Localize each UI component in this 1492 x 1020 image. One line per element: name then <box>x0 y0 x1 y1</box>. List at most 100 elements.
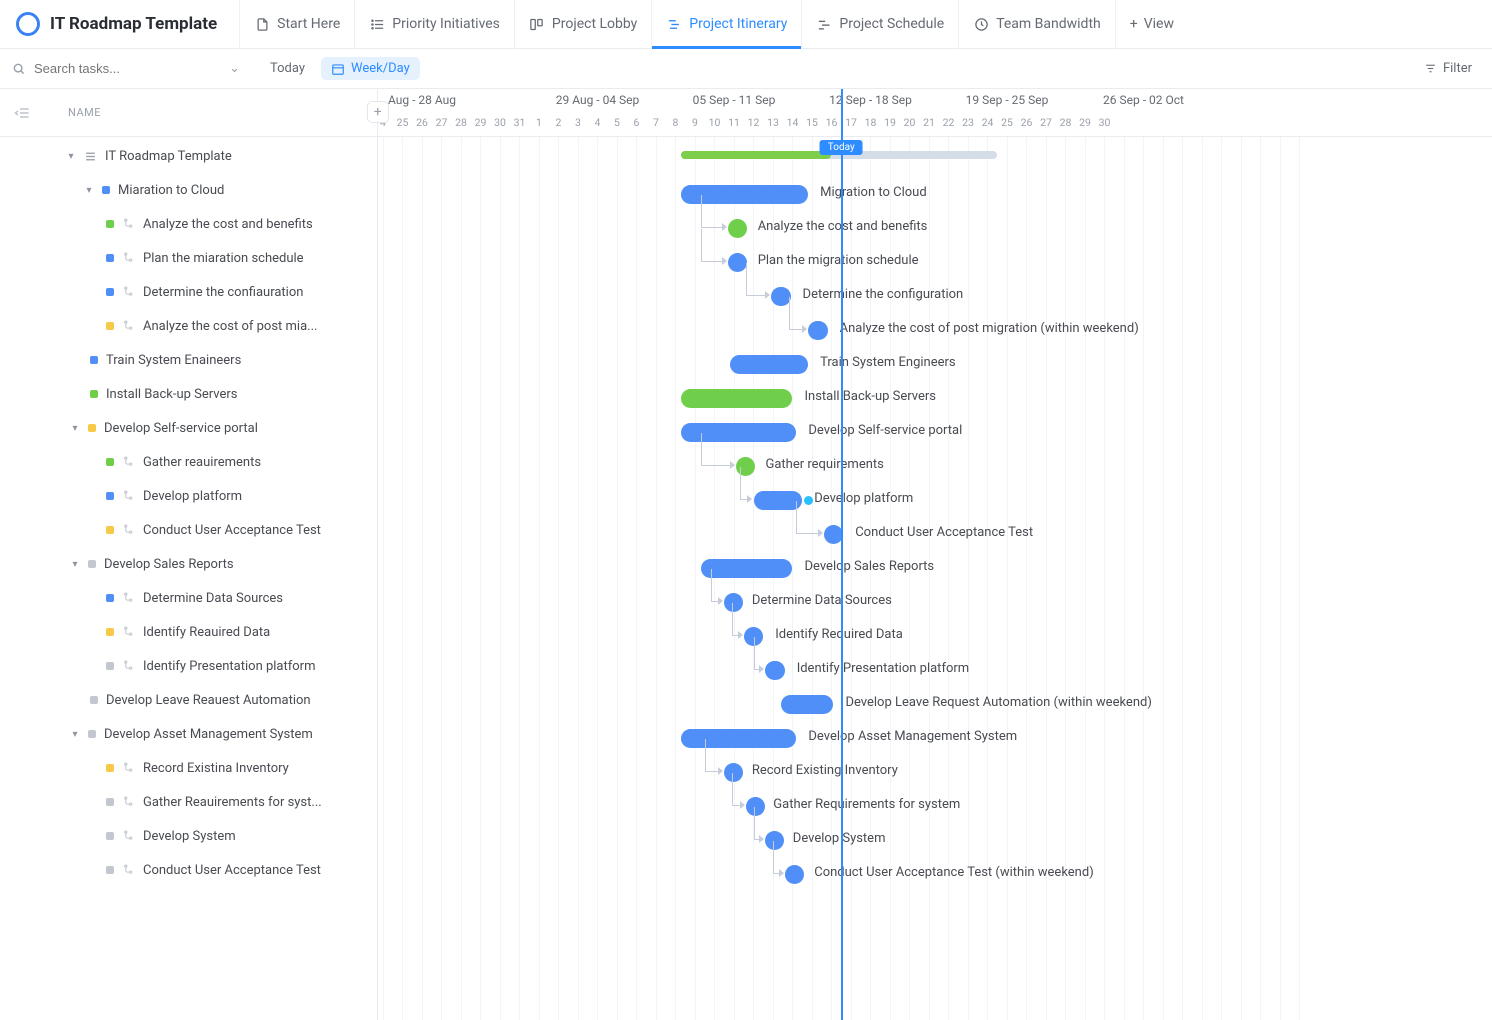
status-bullet <box>90 696 98 704</box>
dependency-connector <box>789 297 807 330</box>
tree-row[interactable]: Analyze the cost of post mia... <box>0 309 377 343</box>
view-tab-priority-initiatives[interactable]: Priority Initiatives <box>354 0 514 49</box>
day-cell: 5 <box>607 116 627 129</box>
dependency-connector <box>705 739 723 772</box>
day-cell: 11 <box>724 116 744 129</box>
add-view-button[interactable]: + View <box>1115 0 1188 49</box>
day-cell: 26 <box>1017 116 1037 129</box>
tree-row[interactable]: Develop Leave Reauest Automation <box>0 683 377 717</box>
tree-row[interactable]: Plan the miaration schedule <box>0 241 377 275</box>
tree-row[interactable]: Record Existina Inventory <box>0 751 377 785</box>
task-bar[interactable] <box>785 865 804 884</box>
gantt-row: Analyze the cost and benefits <box>378 211 1492 245</box>
bar-label: Develop Sales Reports <box>805 559 935 574</box>
task-bar[interactable] <box>681 423 796 442</box>
search-wrap: ⌄ <box>12 61 240 76</box>
view-tab-start-here[interactable]: Start Here <box>239 0 354 49</box>
task-bar[interactable] <box>808 321 828 340</box>
gantt-row: Identify Required Data <box>378 619 1492 653</box>
task-bar[interactable] <box>728 253 747 272</box>
task-label: Conduct User Acceptance Test <box>143 523 321 538</box>
tree-row[interactable]: ▾Develop Self-service portal <box>0 411 377 445</box>
status-bullet <box>90 390 98 398</box>
subtask-icon <box>122 626 135 639</box>
view-tab-project-itinerary[interactable]: Project Itinerary <box>651 0 801 49</box>
view-tab-project-schedule[interactable]: Project Schedule <box>801 0 958 49</box>
gantt-row: Develop System <box>378 823 1492 857</box>
gantt-row: Develop Sales Reports <box>378 551 1492 585</box>
tree-row[interactable]: ▾Develop Asset Management System <box>0 717 377 751</box>
tree-row[interactable]: ▾ IT Roadmap Template <box>0 139 377 173</box>
caret-down-icon[interactable]: ▾ <box>66 151 76 162</box>
board-icon <box>529 16 545 32</box>
day-cell: 28 <box>1056 116 1076 129</box>
gantt-row: Identify Presentation platform <box>378 653 1492 687</box>
gantt-body[interactable]: Migration to CloudAnalyze the cost and b… <box>378 137 1492 1020</box>
view-tab-team-bandwidth[interactable]: Team Bandwidth <box>958 0 1115 49</box>
tree-row[interactable]: Identify Reauired Data <box>0 615 377 649</box>
search-input[interactable] <box>34 61 194 76</box>
caret-down-icon[interactable]: ▾ <box>70 729 80 740</box>
tree-header: NAME + <box>0 89 377 137</box>
bar-label: Develop platform <box>814 491 913 506</box>
weekday-toggle[interactable]: Week/Day <box>321 57 420 80</box>
task-bar[interactable] <box>728 219 747 238</box>
bar-label: Develop Asset Management System <box>808 729 1017 744</box>
tree-row[interactable]: Develop System <box>0 819 377 853</box>
caret-down-icon[interactable]: ▾ <box>70 559 80 570</box>
day-cell: 16 <box>822 116 842 129</box>
status-bullet <box>90 356 98 364</box>
day-cell: 18 <box>861 116 881 129</box>
tree-row[interactable]: Develop platform <box>0 479 377 513</box>
day-cell: 4 <box>588 116 608 129</box>
tree-row[interactable]: Gather Reauirements for syst... <box>0 785 377 819</box>
tree-row[interactable]: Gather reauirements <box>0 445 377 479</box>
day-cell: 12 <box>744 116 764 129</box>
task-bar[interactable] <box>824 525 844 544</box>
task-bar[interactable] <box>765 661 785 680</box>
chevron-down-icon[interactable]: ⌄ <box>229 61 240 76</box>
bar-label: Determine the configuration <box>803 287 964 302</box>
subtask-icon <box>122 286 135 299</box>
subtask-icon <box>122 524 135 537</box>
status-bullet <box>88 730 96 738</box>
gantt-row: Gather requirements <box>378 449 1492 483</box>
task-bar[interactable] <box>681 389 792 408</box>
tree-row[interactable]: Install Back-up Servers <box>0 377 377 411</box>
collapse-sidebar-icon[interactable] <box>14 106 30 120</box>
gantt-row: Plan the migration schedule <box>378 245 1492 279</box>
view-tab-label: Project Lobby <box>552 16 637 32</box>
task-label: Analyze the cost of post mia... <box>143 319 317 334</box>
caret-down-icon[interactable]: ▾ <box>84 185 94 196</box>
day-cell: 31 <box>510 116 530 129</box>
day-cell: 15 <box>802 116 822 129</box>
week-label: 05 Sep - 11 Sep <box>693 93 776 107</box>
tree-row[interactable]: Conduct User Acceptance Test <box>0 513 377 547</box>
day-cell: 28 <box>451 116 471 129</box>
task-label: Develop System <box>143 829 236 844</box>
filter-icon <box>1424 62 1437 75</box>
tree-row[interactable]: Conduct User Acceptance Test <box>0 853 377 887</box>
tree-row[interactable]: Identify Presentation platform <box>0 649 377 683</box>
dependency-connector <box>796 501 821 534</box>
filter-label: Filter <box>1443 61 1472 76</box>
tree-row[interactable]: ▾Develop Sales Reports <box>0 547 377 581</box>
dependency-connector <box>711 569 723 602</box>
task-bar[interactable] <box>681 729 796 748</box>
today-button[interactable]: Today <box>260 57 315 80</box>
filter-button[interactable]: Filter <box>1416 57 1480 80</box>
tree-row[interactable]: Train System Enaineers <box>0 343 377 377</box>
caret-down-icon[interactable]: ▾ <box>70 423 80 434</box>
task-bar[interactable] <box>781 695 834 714</box>
list-icon <box>84 150 97 163</box>
task-label: IT Roadmap Template <box>105 149 232 164</box>
status-bullet <box>88 560 96 568</box>
tree-row[interactable]: Analyze the cost and benefits <box>0 207 377 241</box>
task-bar[interactable] <box>754 491 803 510</box>
add-column-button[interactable]: + <box>367 101 389 123</box>
tree-row[interactable]: Determine the confiauration <box>0 275 377 309</box>
view-tab-project-lobby[interactable]: Project Lobby <box>514 0 651 49</box>
task-bar[interactable] <box>730 355 808 374</box>
tree-row[interactable]: ▾Miaration to Cloud <box>0 173 377 207</box>
tree-row[interactable]: Determine Data Sources <box>0 581 377 615</box>
